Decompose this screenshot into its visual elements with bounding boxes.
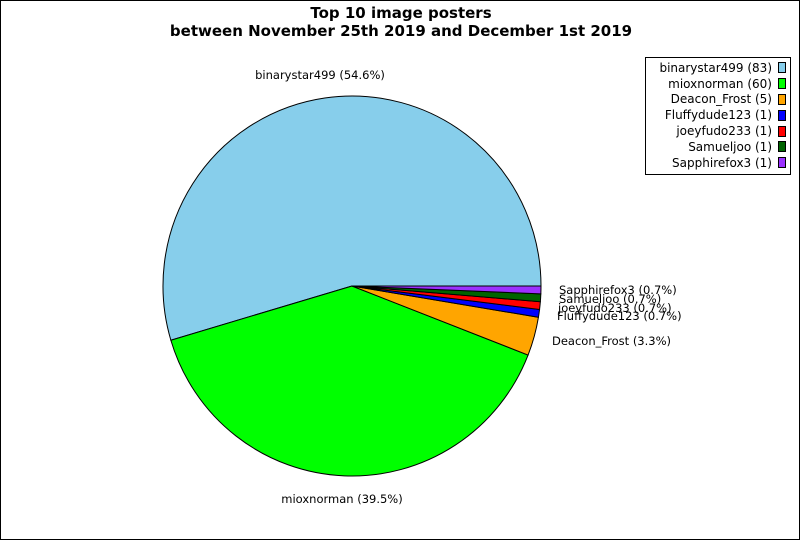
chart-title: Top 10 image posters between November 25…	[1, 4, 800, 40]
legend-entry-mioxnorman: mioxnorman (60)	[650, 76, 786, 92]
chart-title-line-1: Top 10 image posters	[310, 4, 492, 22]
slice-label-deacon-frost: Deacon_Frost (3.3%)	[552, 334, 671, 348]
chart-legend: binarystar499 (83) mioxnorman (60) Deacon_…	[645, 57, 791, 175]
pie-slice-binarystar499	[162, 95, 542, 341]
legend-label: mioxnorman (60)	[668, 76, 772, 91]
legend-swatch	[778, 62, 786, 74]
slice-label-samueljoo: Samueljoo (0.7%)	[559, 292, 661, 306]
legend-swatch	[778, 78, 786, 90]
legend-label: Deacon_Frost (5)	[670, 92, 772, 107]
legend-entry-binarystar499: binarystar499 (83)	[650, 60, 786, 76]
slice-label-mioxnorman: mioxnorman (39.5%)	[281, 492, 402, 506]
legend-swatch	[778, 109, 786, 121]
slice-label-sapphirefox3: Sapphirefox3 (0.7%)	[559, 283, 677, 297]
legend-label: Sapphirefox3 (1)	[672, 155, 772, 170]
legend-entry-joeyfudo233: joeyfudo233 (1)	[650, 123, 786, 139]
slice-label-joeyfudo233: joeyfudo233 (0.7%)	[557, 301, 672, 315]
chart-title-line-2: between November 25th 2019 and December …	[169, 22, 633, 40]
legend-swatch	[778, 93, 786, 105]
legend-swatch	[778, 157, 786, 169]
legend-entry-sapphirefox3: Sapphirefox3 (1)	[650, 155, 786, 171]
legend-label: joeyfudo233 (1)	[676, 124, 772, 139]
legend-swatch	[778, 125, 786, 137]
legend-swatch	[778, 141, 786, 153]
legend-label: Samueljoo (1)	[688, 139, 772, 154]
legend-label: Fluffydude123 (1)	[664, 108, 772, 123]
slice-label-binarystar499: binarystar499 (54.6%)	[255, 68, 385, 82]
legend-label: binarystar499 (83)	[659, 60, 772, 75]
pie-slice-mioxnorman	[170, 285, 529, 477]
legend-entry-fluffydude123: Fluffydude123 (1)	[650, 107, 786, 123]
pie-slice-sapphirefox3	[351, 285, 542, 295]
slice-label-fluffydude123: Fluffydude123 (0.7%)	[557, 309, 682, 323]
legend-entry-deacon-frost: Deacon_Frost (5)	[650, 92, 786, 108]
legend-entry-samueljoo: Samueljoo (1)	[650, 139, 786, 155]
